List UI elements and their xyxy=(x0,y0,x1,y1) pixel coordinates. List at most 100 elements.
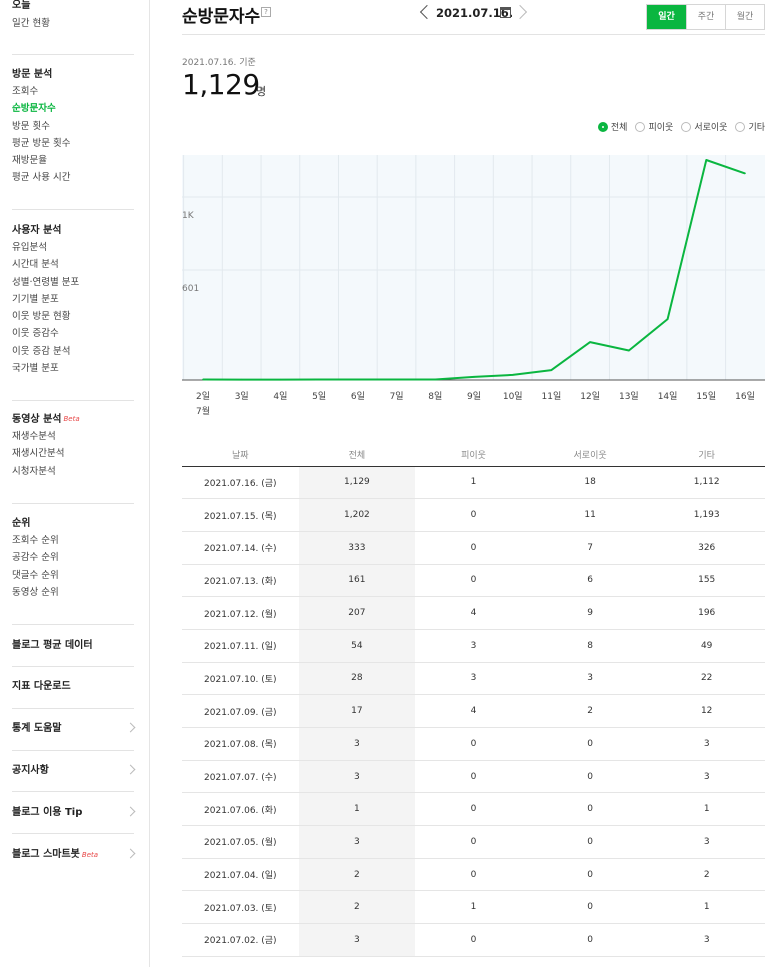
cell-neighbor: 0 xyxy=(415,760,532,794)
sidebar-item[interactable]: 조회수 순위 xyxy=(12,535,59,546)
sidebar-group-video: 동영상 분석 Beta 재생수분석 재생시간분석 시청자분석 xyxy=(12,411,134,480)
table-row: 2021.07.13. (화) 161 0 6 155 xyxy=(182,564,765,598)
cell-other: 1,112 xyxy=(648,466,765,500)
link-label: 통계 도움말 xyxy=(12,723,62,734)
cell-neighbor: 0 xyxy=(415,564,532,598)
sidebar-item[interactable]: 방문 횟수 xyxy=(12,120,50,132)
filter-mutual-neighbor[interactable]: 서로이웃 xyxy=(681,120,727,133)
summary-basis-date: 2021.07.16. 기준 xyxy=(182,58,256,68)
current-date: 2021.07.16. xyxy=(436,6,514,20)
cell-other: 196 xyxy=(648,596,765,630)
cell-neighbor: 0 xyxy=(415,531,532,565)
cell-date: 2021.07.04. (일) xyxy=(182,858,299,892)
cell-total: 3 xyxy=(298,760,416,794)
cell-neighbor: 3 xyxy=(415,662,532,696)
chevron-right-icon xyxy=(125,764,136,775)
cell-total: 1,202 xyxy=(298,498,416,532)
sidebar-link-help[interactable]: 통계 도움말 xyxy=(12,719,136,739)
sidebar-item[interactable]: 재생수분석 xyxy=(12,431,56,442)
sidebar-item[interactable]: 이웃 증감수 xyxy=(12,328,59,340)
beta-badge: Beta xyxy=(63,415,80,423)
table-row: 2021.07.09. (금) 17 4 2 12 xyxy=(182,694,765,728)
sidebar-item[interactable]: 재방문율 xyxy=(12,155,47,167)
sidebar-link-download[interactable]: 지표 다운로드 xyxy=(12,677,134,697)
sidebar-title-user: 사용자 분석 xyxy=(12,225,62,236)
cell-neighbor: 0 xyxy=(415,792,532,827)
cell-neighbor: 0 xyxy=(415,727,532,761)
cell-mutual: 0 xyxy=(531,727,649,761)
sidebar-item[interactable]: 재생시간분석 xyxy=(12,448,65,460)
cell-date: 2021.07.06. (화) xyxy=(182,792,299,827)
x-tick-label: 9일 xyxy=(467,391,481,402)
sidebar-item[interactable]: 유입분석 xyxy=(12,242,47,253)
data-point xyxy=(202,378,204,381)
cell-total: 3 xyxy=(298,727,416,761)
table-row: 2021.07.14. (수) 333 0 7 326 xyxy=(182,531,765,565)
x-tick-label: 4일 xyxy=(273,391,287,402)
table-row: 2021.07.12. (월) 207 4 9 196 xyxy=(182,596,765,630)
sidebar-item[interactable]: 순방문자수 xyxy=(12,103,56,115)
sidebar-item[interactable]: 댓글수 순위 xyxy=(12,569,59,581)
filter-neighbor[interactable]: 피이웃 xyxy=(635,120,673,133)
chevron-left-icon[interactable] xyxy=(419,4,435,20)
sidebar-item[interactable]: 시간대 분석 xyxy=(12,259,59,271)
cell-total: 54 xyxy=(298,629,416,663)
table-row: 2021.07.15. (목) 1,202 0 11 1,193 xyxy=(182,498,765,532)
sidebar-link-smartbot[interactable]: 블로그 스마트봇 Beta xyxy=(12,845,136,865)
cell-total: 17 xyxy=(298,694,416,728)
sidebar-link-blog-average[interactable]: 블로그 평균 데이터 xyxy=(12,636,134,656)
data-point xyxy=(550,369,553,371)
sidebar-item[interactable]: 국가별 분포 xyxy=(12,363,59,375)
visitor-filter: 전체 피이웃 서로이웃 기타 xyxy=(590,120,765,133)
x-tick-label: 11일 xyxy=(542,391,562,402)
tab-weekly[interactable]: 주간 xyxy=(686,5,725,29)
cell-other: 3 xyxy=(648,923,765,957)
sidebar-item[interactable]: 평균 사용 시간 xyxy=(12,172,71,184)
help-icon[interactable]: ? xyxy=(261,7,271,17)
x-tick-label: 13일 xyxy=(619,391,639,402)
sidebar-item[interactable]: 성별·연령별 분포 xyxy=(12,276,80,288)
sidebar-link-tip[interactable]: 블로그 이용 Tip xyxy=(12,803,136,823)
column-header-neighbor: 피이웃 xyxy=(415,444,532,467)
sidebar-item[interactable]: 기기별 분포 xyxy=(12,293,59,305)
cell-date: 2021.07.08. (목) xyxy=(182,727,299,761)
tab-monthly[interactable]: 월간 xyxy=(725,5,764,29)
table-row: 2021.07.16. (금) 1,129 1 18 1,112 xyxy=(182,466,765,500)
sidebar-title-today: 오늘 xyxy=(12,0,31,11)
sidebar-item[interactable]: 일간 현황 xyxy=(12,18,50,29)
link-label: 블로그 평균 데이터 xyxy=(12,640,93,651)
cell-other: 3 xyxy=(648,727,765,761)
data-point xyxy=(473,376,475,378)
data-point xyxy=(395,378,398,381)
y-tick-label: 1K xyxy=(182,211,195,221)
sidebar-item[interactable]: 공감수 순위 xyxy=(12,552,59,564)
cell-neighbor: 0 xyxy=(415,923,532,957)
sidebar-item[interactable]: 이웃 방문 현황 xyxy=(12,311,71,323)
sidebar-group-visit: 방문 분석 조회수 순방문자수 방문 횟수 평균 방문 횟수 재방문율 평균 사용 시간 xyxy=(12,66,134,187)
summary-unit: 명 xyxy=(256,85,267,98)
sidebar-link-notice[interactable]: 공지사항 xyxy=(12,761,136,781)
sidebar-divider xyxy=(12,624,134,625)
sidebar-item[interactable]: 시청자분석 xyxy=(12,465,56,477)
sidebar-item[interactable]: 동영상 순위 xyxy=(12,586,59,598)
filter-all[interactable]: 전체 xyxy=(597,120,627,133)
beta-badge: Beta xyxy=(81,851,99,859)
filter-other[interactable]: 기타 xyxy=(735,120,765,133)
cell-mutual: 0 xyxy=(531,825,649,859)
cell-other: 1,193 xyxy=(648,498,765,532)
sidebar-item[interactable]: 평균 방문 횟수 xyxy=(12,137,71,149)
filter-label: 서로이웃 xyxy=(694,123,728,133)
table-row: 2021.07.03. (토) 2 1 0 1 xyxy=(182,890,765,925)
sidebar-item[interactable]: 이웃 증감 분석 xyxy=(12,345,71,357)
tab-daily[interactable]: 일간 xyxy=(647,5,686,29)
data-point xyxy=(666,318,669,320)
filter-label: 기타 xyxy=(748,123,765,133)
sidebar-item[interactable]: 조회수 xyxy=(12,86,39,97)
data-point xyxy=(589,341,591,343)
cell-date: 2021.07.16. (금) xyxy=(182,466,299,500)
chevron-right-icon[interactable] xyxy=(512,4,528,20)
cell-neighbor: 3 xyxy=(415,629,532,663)
calendar-icon[interactable] xyxy=(500,7,511,18)
link-label: 공지사항 xyxy=(12,765,49,776)
visitor-table: 날짜 전체 피이웃 서로이웃 기타 2021.07.16. (금) 1,129 1 1… xyxy=(182,444,765,957)
